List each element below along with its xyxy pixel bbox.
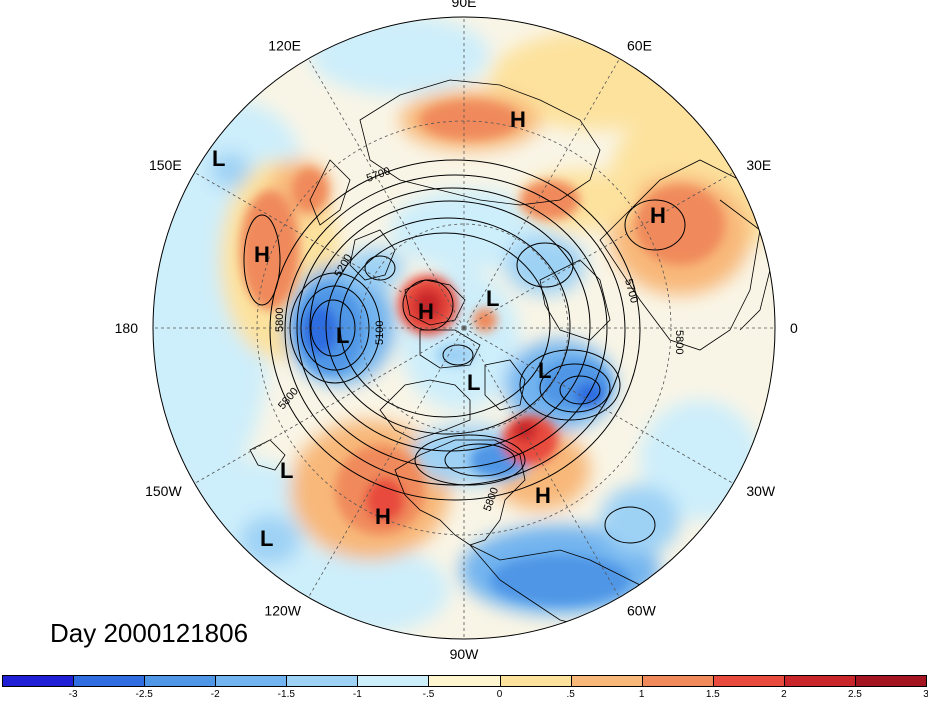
low-pressure-label: L (260, 526, 273, 551)
colorbar-swatch (570, 675, 643, 687)
meridian-line (463, 58, 620, 329)
colorbar-tick-label: 1 (638, 689, 645, 700)
meridian-line (194, 172, 465, 329)
meridian-line (308, 58, 465, 329)
colorbar-tick-label: -1 (352, 689, 362, 700)
low-pressure-label: L (280, 458, 293, 483)
low-pressure-label: L (486, 286, 499, 311)
colorbar-swatch (854, 675, 927, 687)
colorbar: -3 -2.5 -2 -1.5 -1 -.5 0 .5 1 1.5 2 2.5 3 (2, 675, 928, 702)
longitude-label: 90W (450, 646, 480, 662)
height-contours (243, 159, 686, 544)
low-pressure-label: L (538, 358, 551, 383)
low-pressure-label: L (467, 370, 480, 395)
longitude-label: 120E (268, 38, 301, 54)
contour-label: 5800 (673, 330, 685, 354)
colorbar-swatch (783, 675, 856, 687)
longitude-label: 150E (149, 157, 182, 173)
low-pressure-label: L (336, 323, 349, 348)
meridian-line (194, 327, 465, 484)
day-label: Day 2000121806 (50, 618, 249, 648)
anomaly-field (153, 17, 775, 639)
colorbar-swatch (144, 675, 217, 687)
longitude-label: 30W (746, 483, 776, 499)
colorbar-swatch (286, 675, 359, 687)
longitude-label: 180 (115, 320, 139, 336)
colorbar-swatch (499, 675, 572, 687)
colorbar-swatch (73, 675, 146, 687)
longitude-labels: 90E 60E 30E 0 30W 60W 90W 120W 150W 180 150E 120E (115, 0, 798, 662)
colorbar-tick-label: 2.5 (847, 689, 862, 700)
colorbar-tick-label: -3 (68, 689, 78, 700)
longitude-label: 120W (264, 602, 301, 618)
colorbar-tick-label: -2 (210, 689, 220, 700)
colorbar-swatch (641, 675, 714, 687)
colorbar-tick-label: 3 (923, 689, 928, 700)
longitude-label: 60E (627, 38, 652, 54)
colorbar-tick-label: .5 (566, 689, 575, 700)
high-pressure-label: H (375, 504, 391, 529)
colorbar-tick-label: -2.5 (135, 689, 153, 700)
graticule (153, 17, 775, 639)
high-pressure-label: H (418, 299, 434, 324)
longitude-label: 30E (746, 157, 771, 173)
longitude-label: 0 (790, 320, 798, 336)
low-pressure-label: L (212, 146, 225, 171)
colorbar-tick-label: 0 (496, 689, 503, 700)
colorbar-tick-label: 1.5 (705, 689, 720, 700)
longitude-label: 60W (627, 602, 657, 618)
meridian-line (463, 327, 734, 484)
coastlines (249, 79, 771, 631)
longitude-label: 150W (145, 483, 182, 499)
meridian-line (463, 172, 734, 329)
high-pressure-label: H (535, 483, 551, 508)
contour-label: 5100 (374, 321, 386, 345)
contour-label: 5800 (274, 308, 286, 332)
high-pressure-label: H (510, 107, 526, 132)
meridian-line (308, 327, 465, 598)
meridian-line (463, 327, 620, 598)
longitude-label: 90E (452, 0, 477, 10)
colorbar-swatch (2, 675, 75, 687)
colorbar-swatch (428, 675, 501, 687)
colorbar-tick-label: -1.5 (277, 689, 295, 700)
map-boundary (152, 16, 776, 640)
high-pressure-label: H (650, 203, 666, 228)
colorbar-tick-label: 2 (781, 689, 787, 700)
colorbar-tick-label: -.5 (422, 689, 435, 700)
colorbar-swatch (712, 675, 785, 687)
pressure-centers: H H H H H H L L L L L L L (212, 107, 666, 551)
high-pressure-label: H (254, 242, 270, 267)
colorbar-swatch (357, 675, 430, 687)
colorbar-swatch (215, 675, 288, 687)
